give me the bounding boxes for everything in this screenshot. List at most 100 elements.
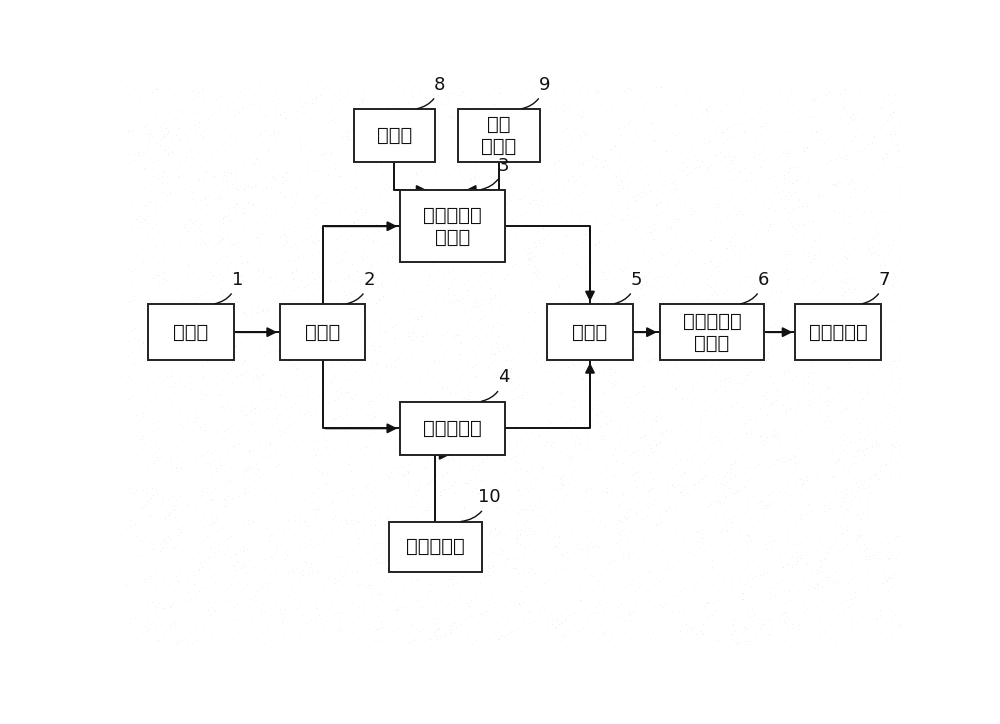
Point bbox=[276, 106, 292, 118]
Point bbox=[188, 408, 204, 419]
Point bbox=[824, 394, 840, 405]
Point bbox=[587, 399, 603, 411]
Point bbox=[152, 499, 168, 510]
Point bbox=[674, 342, 690, 354]
Point bbox=[873, 587, 889, 599]
Point bbox=[653, 505, 669, 516]
Point bbox=[476, 548, 492, 560]
Point bbox=[740, 460, 756, 472]
Point bbox=[144, 222, 160, 234]
Point bbox=[258, 181, 274, 193]
Point bbox=[304, 97, 320, 109]
Point bbox=[874, 439, 890, 450]
Point bbox=[692, 432, 708, 443]
Point bbox=[838, 470, 854, 481]
Point bbox=[437, 530, 453, 542]
Point bbox=[671, 606, 687, 618]
Point bbox=[648, 81, 664, 93]
Point bbox=[271, 316, 287, 327]
Point bbox=[296, 408, 312, 419]
Point bbox=[157, 144, 173, 156]
Point bbox=[535, 222, 551, 234]
Point bbox=[895, 468, 911, 480]
Point bbox=[463, 187, 479, 198]
Point bbox=[733, 136, 749, 148]
Point bbox=[260, 304, 276, 316]
Point bbox=[316, 395, 332, 407]
Point bbox=[721, 342, 737, 353]
Point bbox=[793, 552, 809, 564]
Point bbox=[719, 524, 735, 536]
Point bbox=[203, 447, 219, 459]
Point bbox=[261, 143, 277, 155]
Point bbox=[700, 453, 716, 465]
Point bbox=[292, 514, 308, 526]
Point bbox=[374, 224, 390, 235]
Point bbox=[705, 310, 721, 321]
Point bbox=[464, 185, 480, 196]
Point bbox=[842, 357, 858, 369]
Point bbox=[207, 460, 223, 471]
Point bbox=[548, 102, 564, 114]
Point bbox=[796, 141, 812, 153]
Point bbox=[219, 251, 235, 263]
Point bbox=[152, 300, 168, 312]
Point bbox=[807, 234, 823, 245]
Point bbox=[755, 568, 771, 580]
Point bbox=[688, 628, 704, 639]
Point bbox=[529, 129, 545, 140]
Point bbox=[201, 157, 217, 169]
Point bbox=[877, 319, 893, 330]
Point bbox=[724, 243, 740, 255]
Point bbox=[192, 557, 208, 569]
Point bbox=[324, 114, 340, 126]
Point bbox=[838, 489, 854, 500]
Point bbox=[269, 277, 285, 288]
Point bbox=[121, 283, 137, 295]
Point bbox=[367, 483, 383, 494]
Point bbox=[241, 636, 257, 647]
Point bbox=[176, 634, 192, 645]
Point bbox=[430, 623, 446, 635]
Text: 7: 7 bbox=[862, 271, 890, 304]
Point bbox=[522, 555, 538, 567]
Point bbox=[780, 248, 796, 259]
Point bbox=[461, 324, 477, 335]
Point bbox=[642, 623, 658, 635]
Point bbox=[260, 393, 276, 405]
Point bbox=[840, 423, 856, 434]
Point bbox=[597, 560, 613, 571]
Point bbox=[343, 288, 359, 300]
Point bbox=[437, 570, 453, 581]
Point bbox=[313, 258, 329, 269]
Point bbox=[391, 533, 407, 544]
Point bbox=[888, 196, 904, 208]
Point bbox=[618, 513, 634, 525]
Point bbox=[835, 343, 851, 355]
Point bbox=[483, 245, 499, 256]
Point bbox=[418, 295, 434, 306]
Point bbox=[679, 272, 695, 284]
Point bbox=[355, 253, 371, 265]
Point bbox=[155, 254, 171, 266]
Point bbox=[228, 569, 244, 581]
Point bbox=[758, 222, 774, 234]
Point bbox=[321, 291, 337, 303]
Point bbox=[570, 109, 586, 120]
Point bbox=[205, 454, 221, 466]
Point bbox=[767, 296, 783, 308]
Point bbox=[850, 531, 866, 543]
Point bbox=[502, 224, 518, 236]
Point bbox=[758, 632, 774, 644]
Point bbox=[769, 182, 785, 193]
Point bbox=[635, 513, 651, 524]
Point bbox=[844, 231, 860, 243]
Point bbox=[280, 523, 296, 535]
Point bbox=[321, 397, 337, 409]
Point bbox=[370, 282, 386, 293]
Point bbox=[365, 406, 381, 418]
Point bbox=[287, 327, 303, 339]
Point bbox=[504, 443, 520, 455]
Point bbox=[313, 613, 329, 624]
Point bbox=[408, 497, 424, 509]
